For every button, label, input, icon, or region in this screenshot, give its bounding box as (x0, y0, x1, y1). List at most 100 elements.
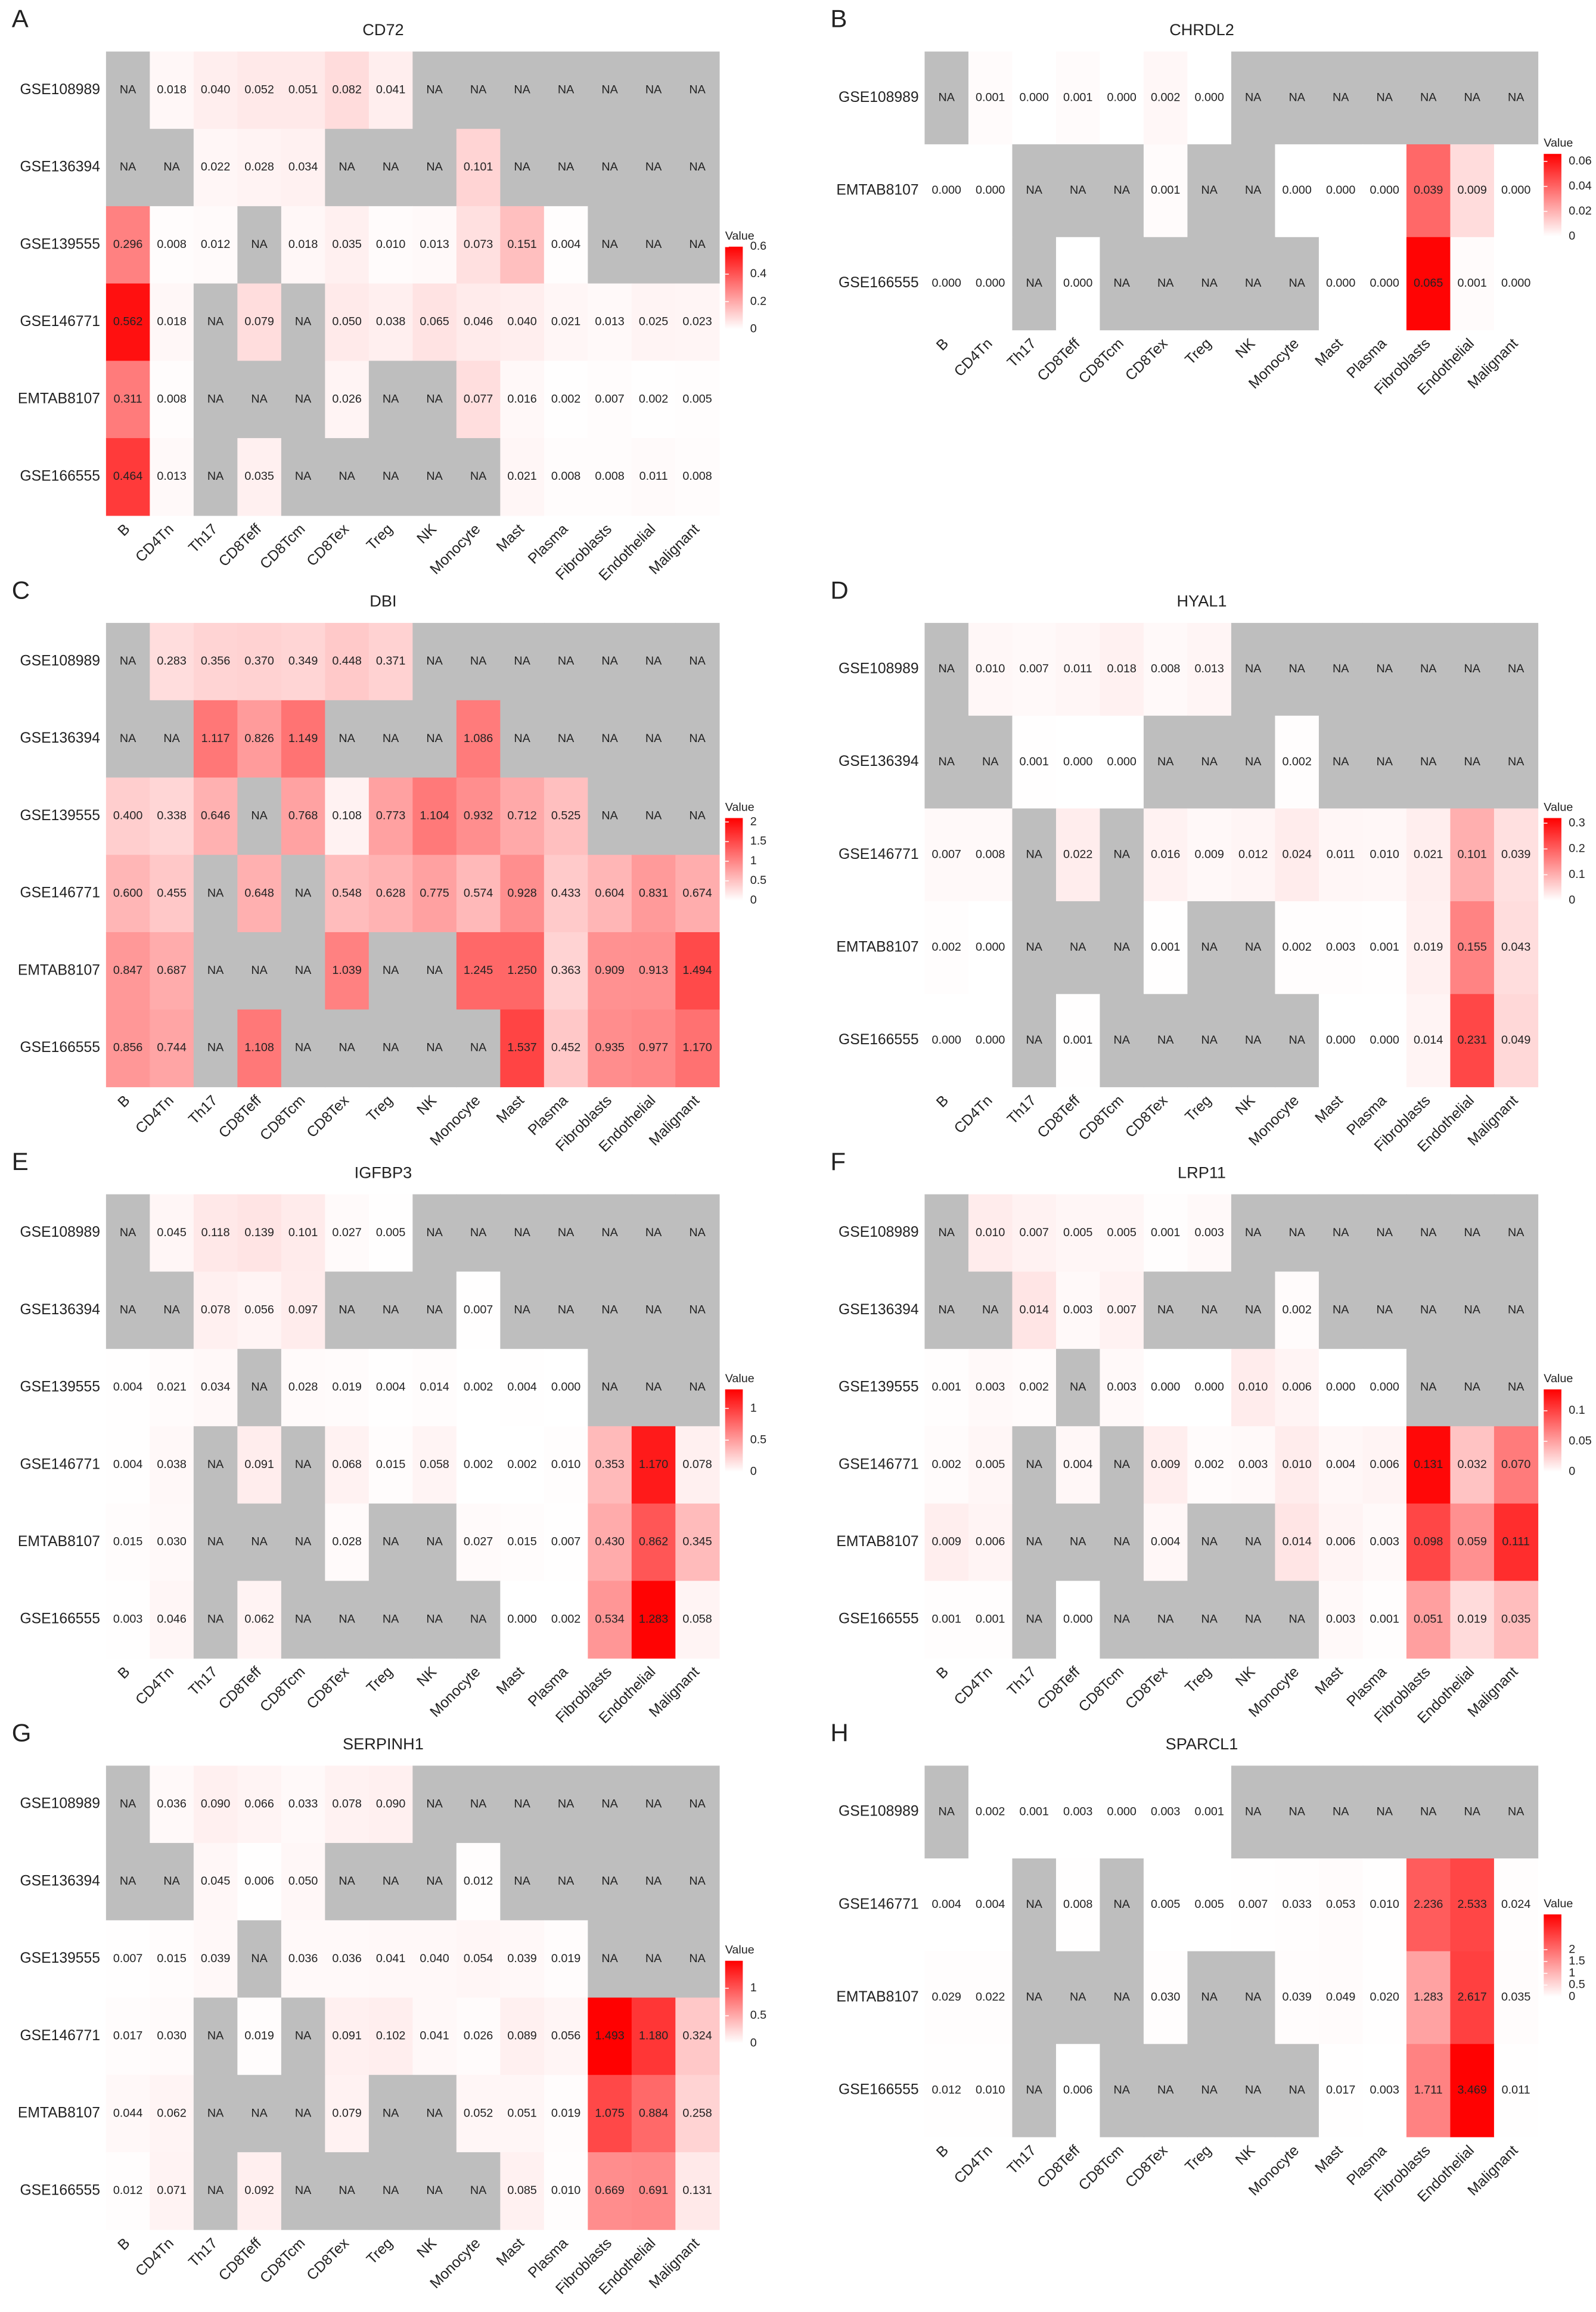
na-cell (1231, 994, 1276, 1088)
cell-label: NA (163, 1304, 180, 1317)
na-cell (237, 932, 282, 1010)
cell-label: NA (689, 1226, 706, 1239)
cell-label: NA (1026, 1991, 1042, 2004)
cell-label: NA (383, 2106, 399, 2119)
na-cell (1450, 51, 1495, 145)
na-cell (1231, 51, 1276, 145)
heat-cell (544, 361, 589, 439)
cell-label: NA (295, 2184, 312, 2197)
cell-label: 0.548 (332, 886, 361, 899)
legend-tick-label: 0.02 (1569, 204, 1591, 218)
heat-cell (1406, 1951, 1451, 2045)
na-cell (1362, 1194, 1407, 1273)
cell-label: NA (1113, 1612, 1130, 1625)
na-cell (105, 1765, 151, 1844)
na-cell (675, 129, 720, 207)
cell-label: 0.013 (1194, 662, 1224, 675)
x-tick-label: Treg (364, 1664, 396, 1696)
cell-label: NA (339, 1041, 355, 1054)
na-cell (412, 2152, 457, 2230)
cell-label: 0.000 (1370, 1380, 1399, 1394)
cell-label: 0.005 (682, 392, 712, 405)
cell-label: 0.773 (376, 809, 405, 823)
cell-label: NA (1245, 277, 1262, 290)
cell-label: 0.003 (1063, 1805, 1092, 1818)
x-tick-label: B (115, 521, 133, 539)
cell-label: 0.008 (595, 470, 624, 483)
na-cell (325, 700, 369, 778)
na-cell (1275, 1194, 1319, 1273)
cell-label: NA (514, 732, 530, 745)
cell-label: NA (207, 2029, 224, 2043)
cell-label: 0.041 (376, 83, 405, 97)
cell-label: 0.932 (464, 809, 493, 823)
heat-cell (150, 1194, 194, 1273)
cell-label: NA (251, 964, 268, 977)
cell-label: 0.018 (157, 83, 186, 97)
cell-label: 0.002 (1282, 755, 1311, 768)
heat-cell (500, 206, 545, 284)
cell-label: 0.025 (639, 315, 668, 328)
cell-label: 0.003 (1326, 941, 1355, 954)
na-cell (325, 1271, 369, 1349)
heat-cell (1493, 808, 1539, 902)
cell-label: NA (251, 1535, 268, 1548)
cell-label: 0.691 (639, 2184, 668, 2197)
cell-label: NA (1201, 277, 1218, 290)
cell-label: NA (1376, 1805, 1393, 1818)
heat-cell (1406, 144, 1451, 238)
legend-title: Value (725, 229, 754, 243)
row-label: GSE108989 (20, 1796, 100, 1812)
cell-label: NA (339, 732, 355, 745)
cell-label: 0.016 (507, 392, 536, 405)
x-tick-label: CD8Tcm (1076, 1093, 1127, 1144)
cell-label: NA (1113, 2083, 1130, 2096)
heat-cell (1143, 144, 1188, 238)
na-cell (544, 1271, 589, 1349)
panel-letter: A (12, 5, 29, 33)
heat-cell (544, 2075, 589, 2153)
cell-label: 0.015 (507, 1535, 536, 1548)
na-cell (675, 1765, 720, 1844)
cell-label: 0.001 (1019, 755, 1048, 768)
legend-tick-label: 0.5 (750, 2009, 766, 2022)
cell-label: 0.033 (1282, 1898, 1311, 1911)
cell-label: 0.014 (1282, 1535, 1311, 1548)
cell-label: NA (601, 1875, 618, 1888)
heat-cell (588, 283, 632, 362)
heat-cell (544, 2152, 589, 2230)
x-tick-label: CD8Teff (1035, 1093, 1083, 1141)
heat-cell (456, 777, 501, 855)
heat-cell (412, 1349, 457, 1427)
heat-cell (325, 283, 369, 362)
cell-label: 0.744 (157, 1041, 186, 1054)
heat-cell (325, 2075, 369, 2153)
x-tick-label: CD8Teff (216, 1664, 265, 1712)
heat-cell (500, 1997, 545, 2075)
heat-cell (968, 2044, 1013, 2137)
heat-cell (150, 1765, 194, 1844)
heat-cell (325, 1765, 369, 1844)
cell-label: NA (1070, 1380, 1086, 1394)
na-cell (1231, 237, 1276, 331)
cell-label: 0.062 (244, 1612, 274, 1625)
panel-letter: D (830, 576, 848, 604)
heat-cell (1100, 1349, 1144, 1427)
cell-label: NA (1376, 662, 1393, 675)
cell-label: 0.013 (595, 315, 624, 328)
cell-label: NA (938, 1226, 955, 1239)
heat-cell (544, 1920, 589, 1998)
cell-label: NA (470, 2184, 487, 2197)
cell-label: NA (1420, 1304, 1437, 1317)
cell-label: 0.338 (157, 809, 186, 823)
cell-label: NA (163, 160, 180, 173)
heat-cell (1275, 808, 1319, 902)
row-label: GSE108989 (839, 89, 919, 105)
heat-cell (1143, 1426, 1188, 1504)
cell-label: 0.928 (507, 886, 536, 899)
cell-label: 0.002 (1019, 1380, 1048, 1394)
cell-label: NA (1157, 755, 1174, 768)
heat-cell (237, 1765, 282, 1844)
row-label: EMTAB8107 (836, 182, 918, 198)
heat-cell (1055, 808, 1101, 902)
